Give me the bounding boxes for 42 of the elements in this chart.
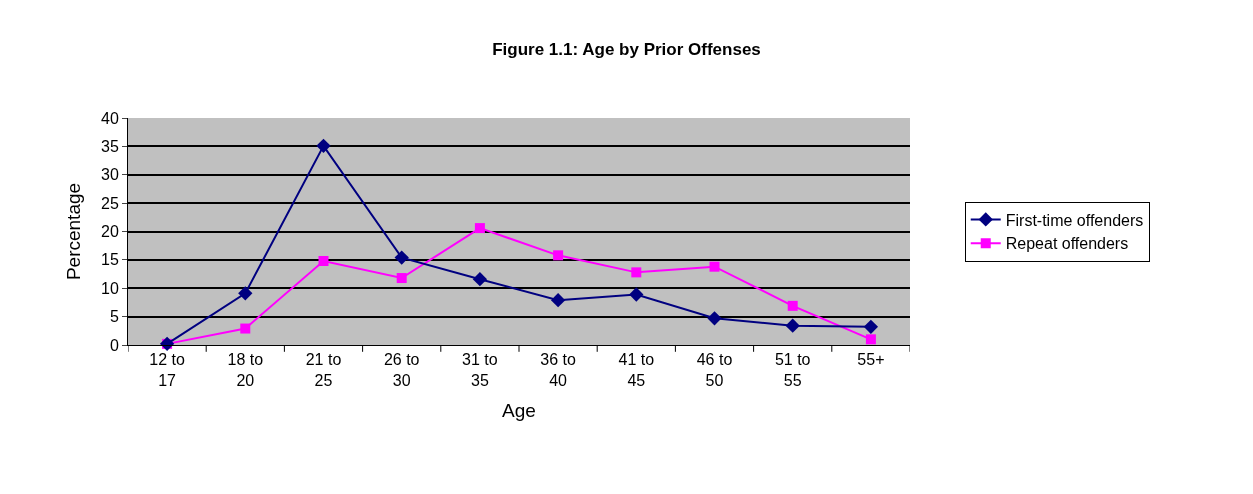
point — [472, 272, 488, 287]
point — [709, 261, 720, 272]
point — [785, 318, 800, 333]
chart-title: Figure 1.1: Age by Prior Offenses — [492, 40, 761, 60]
point — [240, 323, 251, 334]
x-tick-label: 12 to 17 — [149, 351, 185, 389]
x-tick-label: 31 to 35 — [462, 351, 498, 389]
y-tick-label: 5 — [109, 308, 119, 326]
x-tick-label: 26 to 30 — [383, 351, 420, 389]
point — [316, 138, 331, 153]
x-tick-label: 51 to 55 — [774, 351, 811, 389]
point — [394, 250, 409, 265]
y-tick-label: 40 — [101, 109, 119, 127]
y-tick-label: 30 — [101, 166, 119, 184]
y-tick-label: 15 — [101, 251, 119, 269]
point — [474, 223, 485, 234]
y-tick-label: 10 — [101, 279, 119, 297]
x-tick-label: 46 to 50 — [696, 351, 733, 389]
point — [865, 334, 876, 345]
y-tick-label: 20 — [101, 223, 119, 241]
x-tick-label: 41 to 45 — [618, 351, 655, 389]
point — [787, 300, 798, 311]
y-tick-label: 35 — [101, 137, 119, 155]
legend-label: Repeat offenders — [1005, 235, 1129, 253]
point — [396, 273, 407, 284]
x-tick-label: 36 to 40 — [540, 351, 576, 389]
x-axis-title: Age — [502, 399, 536, 421]
point — [553, 250, 564, 261]
y-tick-label: 0 — [109, 336, 119, 354]
x-tick-label: 21 to 25 — [305, 351, 342, 389]
y-tick-label: 25 — [101, 194, 119, 212]
point — [863, 319, 879, 334]
point — [318, 256, 329, 267]
y-axis-title: Percentage — [62, 182, 84, 281]
x-tick-label: 55+ — [857, 351, 885, 369]
point — [629, 287, 644, 302]
point — [238, 286, 253, 301]
point — [550, 293, 566, 308]
point — [707, 311, 722, 326]
point — [631, 267, 642, 278]
legend-label: First-time offenders — [1005, 211, 1144, 229]
x-tick-label: 18 to 20 — [227, 351, 264, 389]
